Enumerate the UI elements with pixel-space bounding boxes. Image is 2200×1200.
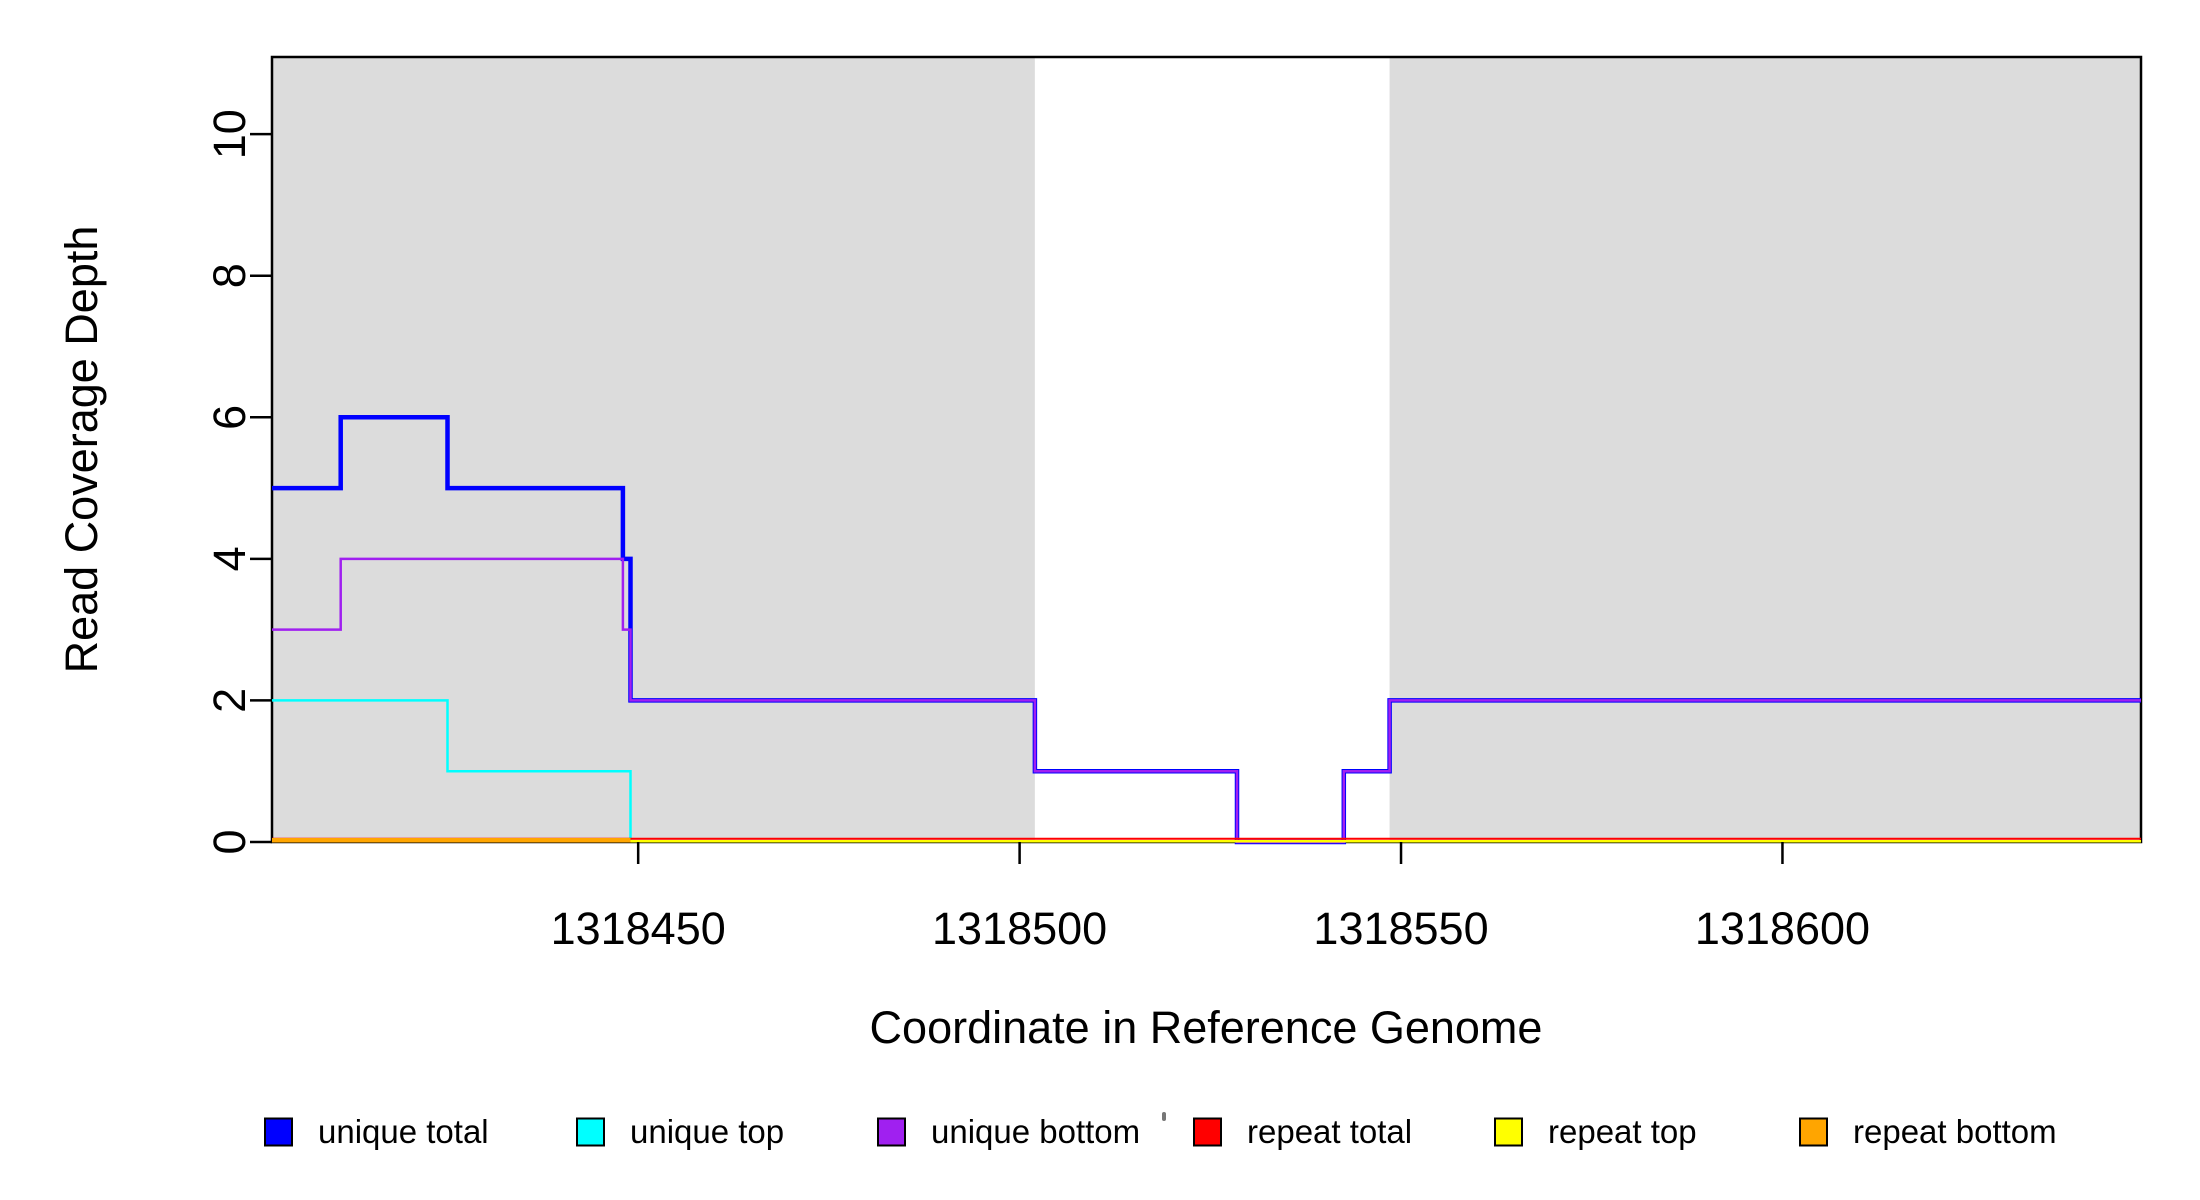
legend-label-repeat-total: repeat total <box>1247 1113 1412 1150</box>
legend-label-repeat-top: repeat top <box>1548 1113 1697 1150</box>
series-lines-layer <box>272 415 2141 845</box>
x-tick-label: 1318500 <box>932 903 1107 954</box>
y-tick-label: 6 <box>204 405 255 430</box>
x-axis-layer: 1318450 1318500 1318550 1318600 <box>551 842 1870 954</box>
x-tick-label: 1318600 <box>1695 903 1870 954</box>
legend-label-unique-total: unique total <box>318 1113 489 1150</box>
legend-swatch-unique-bottom <box>877 1117 906 1147</box>
y-tick-label: 10 <box>204 109 255 159</box>
x-axis-title: Coordinate in Reference Genome <box>870 1002 1543 1053</box>
series-line-unique-top <box>272 699 632 842</box>
y-tick-label: 0 <box>204 829 255 854</box>
y-tick-label: 4 <box>204 546 255 571</box>
legend-swatch-repeat-total <box>1193 1117 1222 1147</box>
y-axis-title: Read Coverage Depth <box>56 226 107 674</box>
legend-label-repeat-bottom: repeat bottom <box>1853 1113 2057 1150</box>
legend-swatch-unique-top <box>576 1117 605 1147</box>
legend-swatch-repeat-top <box>1494 1117 1523 1147</box>
shaded-region <box>272 57 1035 842</box>
legend-label-unique-top: unique top <box>630 1113 784 1150</box>
legend-swatch-unique-total <box>264 1117 293 1147</box>
y-tick-label: 8 <box>204 263 255 288</box>
legend: unique total unique top unique bottom repea… <box>264 1113 2057 1150</box>
legend-swatch-repeat-bottom <box>1799 1117 1828 1147</box>
x-tick-label: 1318450 <box>551 903 726 954</box>
y-tick-label: 2 <box>204 688 255 713</box>
x-tick-label: 1318550 <box>1313 903 1488 954</box>
shaded-region <box>1389 57 2141 842</box>
legend-label-unique-bottom: unique bottom <box>931 1113 1140 1150</box>
series-line-unique-bottom <box>272 557 2141 844</box>
shaded-regions-layer <box>272 57 2141 842</box>
stray-mark <box>1162 1112 1166 1121</box>
y-axis-layer: 0 2 4 6 8 10 <box>204 109 272 855</box>
